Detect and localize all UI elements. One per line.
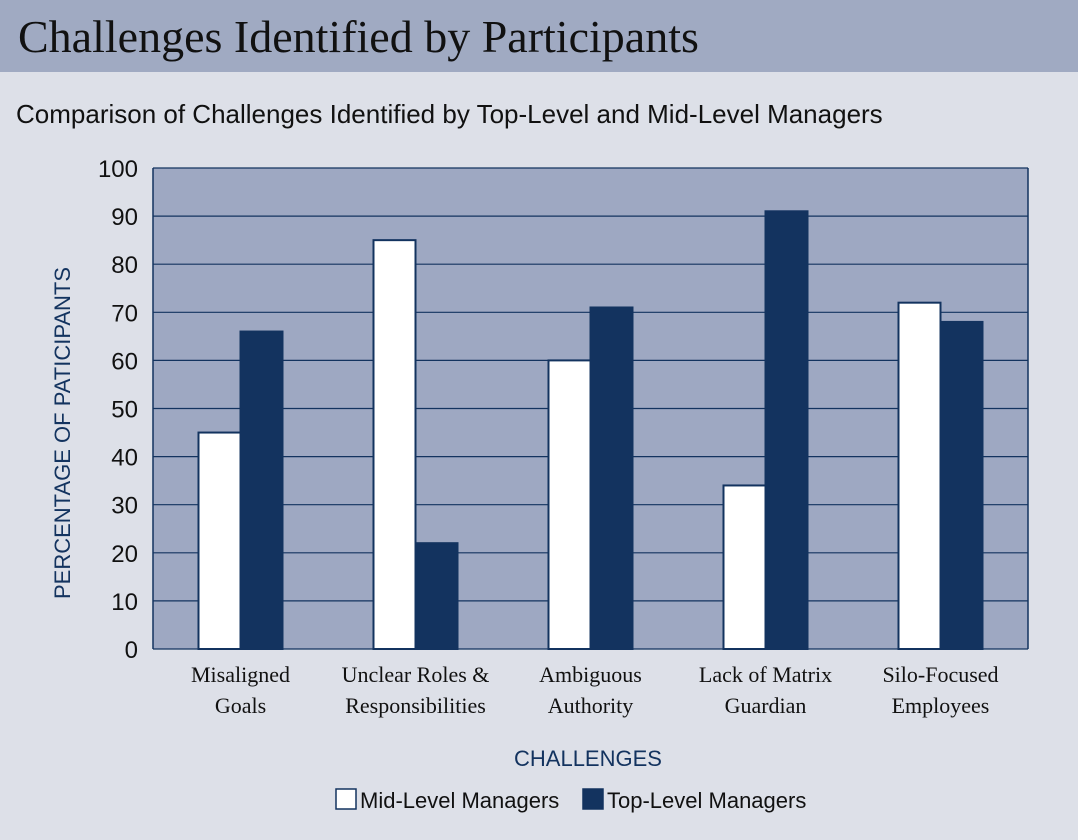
x-tick-label: Silo-Focused Employees	[882, 662, 998, 718]
bar	[547, 359, 592, 650]
bar	[589, 306, 634, 650]
y-tick-label: 100	[98, 156, 138, 183]
bar	[239, 330, 284, 650]
x-tick-label: Unclear Roles & Responsibilities	[342, 662, 490, 718]
y-tick-label: 30	[111, 493, 138, 520]
bar	[722, 484, 767, 650]
bar	[197, 431, 242, 650]
bar	[897, 301, 942, 650]
bar	[372, 239, 417, 650]
legend-swatch	[335, 788, 357, 810]
y-tick-label: 0	[125, 637, 138, 664]
bar	[764, 210, 809, 650]
bar	[414, 542, 459, 650]
y-tick-label: 40	[111, 445, 138, 472]
x-tick-label: Misaligned Goals	[191, 662, 290, 718]
legend-label: Top-Level Managers	[607, 788, 806, 813]
legend-swatch	[582, 788, 604, 810]
x-axis-title: CHALLENGES	[514, 746, 662, 771]
x-tick-label: Ambiguous Authority	[539, 662, 642, 718]
chart-title: Challenges Identified by Participants	[18, 11, 699, 62]
y-tick-label: 80	[111, 252, 138, 279]
chart-subtitle: Comparison of Challenges Identified by T…	[16, 99, 883, 129]
y-tick-label: 70	[111, 300, 138, 327]
y-tick-label: 10	[111, 589, 138, 616]
y-tick-label: 90	[111, 204, 138, 231]
x-tick-label: Lack of Matrix Guardian	[699, 662, 832, 718]
y-tick-label: 50	[111, 397, 138, 424]
bar	[939, 320, 984, 650]
header-band	[0, 0, 1078, 72]
legend-label: Mid-Level Managers	[360, 788, 559, 813]
y-tick-label: 20	[111, 541, 138, 568]
y-tick-label: 60	[111, 348, 138, 375]
y-axis-title: PERCENTAGE OF PATICIPANTS	[50, 267, 75, 599]
